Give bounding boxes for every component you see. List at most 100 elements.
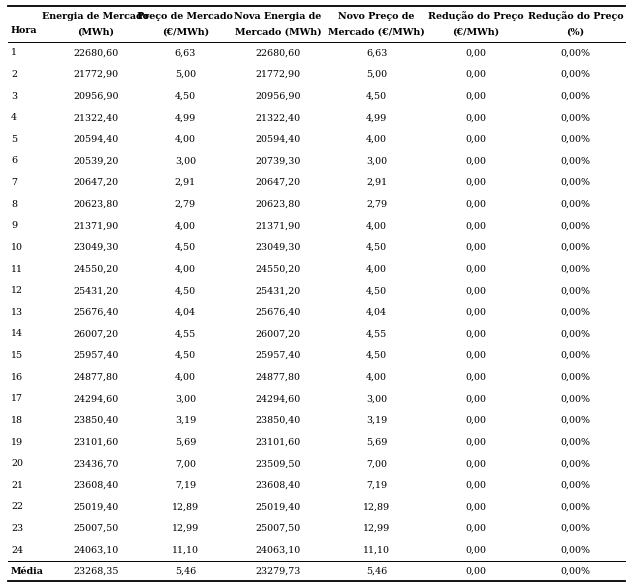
Text: 21772,90: 21772,90 bbox=[255, 70, 301, 79]
Text: 25431,20: 25431,20 bbox=[255, 286, 301, 295]
Text: 4,00: 4,00 bbox=[366, 373, 387, 382]
Text: 4,00: 4,00 bbox=[175, 135, 196, 144]
Text: 0,00%: 0,00% bbox=[561, 481, 591, 490]
Text: Hora: Hora bbox=[11, 26, 37, 35]
Text: Energia de Mercado: Energia de Mercado bbox=[42, 12, 149, 21]
Text: 0,00: 0,00 bbox=[465, 265, 486, 274]
Text: 0,00: 0,00 bbox=[465, 178, 486, 187]
Text: 4,50: 4,50 bbox=[175, 243, 196, 252]
Text: 20956,90: 20956,90 bbox=[73, 92, 118, 100]
Text: 21772,90: 21772,90 bbox=[73, 70, 118, 79]
Text: 23049,30: 23049,30 bbox=[255, 243, 301, 252]
Text: 5: 5 bbox=[11, 135, 17, 144]
Text: 5,00: 5,00 bbox=[175, 70, 196, 79]
Text: 4,00: 4,00 bbox=[366, 221, 387, 230]
Text: 22680,60: 22680,60 bbox=[255, 48, 301, 58]
Text: 4,04: 4,04 bbox=[175, 308, 196, 317]
Text: 0,00%: 0,00% bbox=[561, 351, 591, 360]
Text: 11,10: 11,10 bbox=[172, 546, 199, 555]
Text: 20956,90: 20956,90 bbox=[255, 92, 301, 100]
Text: 5,69: 5,69 bbox=[366, 437, 387, 447]
Text: 24550,20: 24550,20 bbox=[255, 265, 301, 274]
Text: 20623,80: 20623,80 bbox=[73, 200, 118, 209]
Text: 24063,10: 24063,10 bbox=[255, 546, 301, 555]
Text: 21371,90: 21371,90 bbox=[73, 221, 118, 230]
Text: 0,00%: 0,00% bbox=[561, 566, 591, 575]
Text: 2: 2 bbox=[11, 70, 17, 79]
Text: 3,00: 3,00 bbox=[366, 394, 387, 403]
Text: 7,19: 7,19 bbox=[366, 481, 387, 490]
Text: 25019,40: 25019,40 bbox=[255, 502, 301, 511]
Text: 20623,80: 20623,80 bbox=[255, 200, 301, 209]
Text: 0,00: 0,00 bbox=[465, 546, 486, 555]
Text: 23049,30: 23049,30 bbox=[73, 243, 118, 252]
Text: Mercado (€/MWh): Mercado (€/MWh) bbox=[329, 28, 425, 36]
Text: 26007,20: 26007,20 bbox=[255, 329, 301, 339]
Text: 4,00: 4,00 bbox=[366, 265, 387, 274]
Text: (€/MWh): (€/MWh) bbox=[162, 28, 209, 36]
Text: 21: 21 bbox=[11, 481, 23, 490]
Text: 23509,50: 23509,50 bbox=[255, 459, 301, 468]
Text: 4,55: 4,55 bbox=[366, 329, 387, 339]
Text: Redução do Preço: Redução do Preço bbox=[427, 11, 523, 21]
Text: 24063,10: 24063,10 bbox=[73, 546, 118, 555]
Text: 0,00: 0,00 bbox=[465, 308, 486, 317]
Text: 4,50: 4,50 bbox=[175, 286, 196, 295]
Text: 4,00: 4,00 bbox=[175, 373, 196, 382]
Text: 25431,20: 25431,20 bbox=[73, 286, 118, 295]
Text: 6: 6 bbox=[11, 157, 17, 166]
Text: 0,00: 0,00 bbox=[465, 243, 486, 252]
Text: 24294,60: 24294,60 bbox=[255, 394, 301, 403]
Text: 2,91: 2,91 bbox=[366, 178, 387, 187]
Text: 0,00: 0,00 bbox=[465, 481, 486, 490]
Text: 6,63: 6,63 bbox=[175, 48, 196, 58]
Text: 7: 7 bbox=[11, 178, 17, 187]
Text: 4,50: 4,50 bbox=[366, 243, 387, 252]
Text: 0,00%: 0,00% bbox=[561, 308, 591, 317]
Text: 25676,40: 25676,40 bbox=[255, 308, 301, 317]
Text: 0,00: 0,00 bbox=[465, 200, 486, 209]
Text: 0,00%: 0,00% bbox=[561, 243, 591, 252]
Text: Nova Energia de: Nova Energia de bbox=[234, 12, 322, 21]
Text: 23850,40: 23850,40 bbox=[73, 416, 118, 425]
Text: 0,00: 0,00 bbox=[465, 48, 486, 58]
Text: 22: 22 bbox=[11, 502, 23, 511]
Text: 5,00: 5,00 bbox=[366, 70, 387, 79]
Text: 21322,40: 21322,40 bbox=[255, 113, 301, 122]
Text: 3,00: 3,00 bbox=[175, 157, 196, 166]
Text: 0,00: 0,00 bbox=[465, 113, 486, 122]
Text: 7,00: 7,00 bbox=[175, 459, 196, 468]
Text: 0,00%: 0,00% bbox=[561, 135, 591, 144]
Text: 14: 14 bbox=[11, 329, 23, 339]
Text: 10: 10 bbox=[11, 243, 23, 252]
Text: 25957,40: 25957,40 bbox=[255, 351, 301, 360]
Text: 21322,40: 21322,40 bbox=[73, 113, 118, 122]
Text: 0,00%: 0,00% bbox=[561, 502, 591, 511]
Text: Preço de Mercado: Preço de Mercado bbox=[137, 12, 234, 21]
Text: 18: 18 bbox=[11, 416, 23, 425]
Text: 21371,90: 21371,90 bbox=[255, 221, 301, 230]
Text: 0,00%: 0,00% bbox=[561, 113, 591, 122]
Text: 24: 24 bbox=[11, 546, 23, 555]
Text: 0,00%: 0,00% bbox=[561, 524, 591, 533]
Text: 0,00%: 0,00% bbox=[561, 92, 591, 100]
Text: 24550,20: 24550,20 bbox=[73, 265, 118, 274]
Text: 0,00%: 0,00% bbox=[561, 373, 591, 382]
Text: 23101,60: 23101,60 bbox=[73, 437, 118, 447]
Text: 0,00: 0,00 bbox=[465, 566, 486, 575]
Text: 7,00: 7,00 bbox=[366, 459, 387, 468]
Text: 19: 19 bbox=[11, 437, 23, 447]
Text: 0,00: 0,00 bbox=[465, 286, 486, 295]
Text: (%): (%) bbox=[567, 28, 585, 36]
Text: 3,00: 3,00 bbox=[366, 157, 387, 166]
Text: 0,00%: 0,00% bbox=[561, 459, 591, 468]
Text: 5,46: 5,46 bbox=[366, 566, 387, 575]
Text: 12,89: 12,89 bbox=[172, 502, 199, 511]
Text: 0,00%: 0,00% bbox=[561, 394, 591, 403]
Text: 20647,20: 20647,20 bbox=[255, 178, 301, 187]
Text: 9: 9 bbox=[11, 221, 17, 230]
Text: 1: 1 bbox=[11, 48, 17, 58]
Text: 0,00%: 0,00% bbox=[561, 221, 591, 230]
Text: 24877,80: 24877,80 bbox=[73, 373, 118, 382]
Text: 20594,40: 20594,40 bbox=[73, 135, 118, 144]
